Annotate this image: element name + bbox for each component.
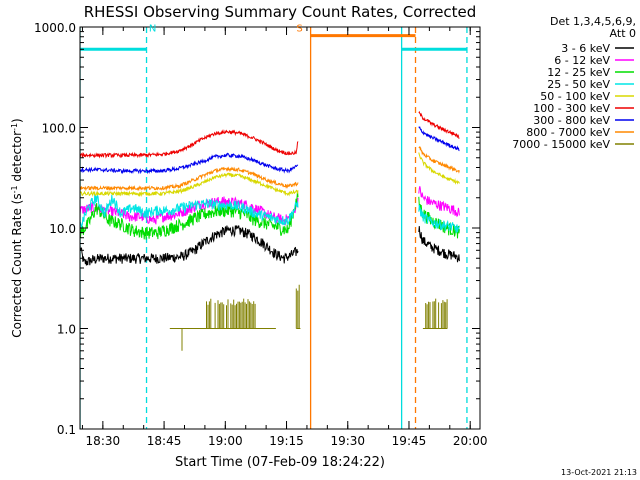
legend-label: 800 - 7000 keV bbox=[526, 126, 610, 139]
series-line bbox=[418, 186, 460, 218]
x-tick-label: 20:00 bbox=[453, 434, 488, 448]
timestamp: 13-Oct-2021 21:13 bbox=[561, 468, 637, 477]
plot-area bbox=[80, 27, 468, 429]
legend-label: 300 - 800 keV bbox=[533, 114, 610, 127]
legend-header: Det 1,3,4,5,6,9, bbox=[550, 15, 636, 28]
y-tick-label: 10.0 bbox=[49, 222, 76, 236]
y-tick-label: 1000.0 bbox=[34, 21, 76, 35]
series-50-100-kev bbox=[80, 152, 460, 198]
axes: 0.1 1.0 10.0 100.0 1000.0 18:30 18:45 19:00 19:1… bbox=[34, 21, 488, 448]
legend-label: 50 - 100 keV bbox=[540, 90, 610, 103]
series-800-7000-kev bbox=[80, 145, 460, 192]
series-line bbox=[418, 145, 460, 174]
x-axis-label: Start Time (07-Feb-09 18:24:22) bbox=[175, 455, 385, 470]
legend-label: 25 - 50 keV bbox=[547, 78, 610, 91]
series-100-300-kev bbox=[80, 110, 460, 159]
x-tick-label: 19:00 bbox=[208, 434, 243, 448]
series-line bbox=[80, 166, 299, 192]
series-line bbox=[418, 226, 460, 263]
chart-title: RHESSI Observing Summary Count Rates, Co… bbox=[84, 3, 477, 21]
series-line bbox=[80, 172, 299, 198]
legend-header: Att 0 bbox=[610, 27, 636, 40]
y-tick-label: 0.1 bbox=[57, 423, 76, 437]
legend-label: 12 - 25 keV bbox=[547, 66, 610, 79]
legend-label: 6 - 12 keV bbox=[554, 54, 610, 67]
x-tick-label: 18:30 bbox=[86, 434, 121, 448]
series-line bbox=[80, 152, 299, 175]
y-axis-label: Corrected Count Rate (s-1 detector-1) bbox=[10, 118, 25, 337]
legend-label: 100 - 300 keV bbox=[533, 102, 610, 115]
y-tick-label: 1.0 bbox=[57, 323, 76, 337]
series-line bbox=[80, 193, 299, 229]
y-tick-label: 100.0 bbox=[42, 122, 76, 136]
x-tick-label: 19:15 bbox=[269, 434, 304, 448]
series-line bbox=[80, 191, 299, 240]
series-line bbox=[80, 128, 299, 159]
legend-label: 3 - 6 keV bbox=[561, 42, 610, 55]
annotation-s: S bbox=[296, 24, 302, 35]
series-300-800-kev bbox=[80, 126, 460, 175]
legend-label: 7000 - 15000 keV bbox=[512, 138, 610, 151]
series-line bbox=[169, 284, 448, 351]
series-line bbox=[418, 152, 460, 185]
series-25-50-kev bbox=[80, 193, 460, 234]
series-3-6-kev bbox=[80, 225, 460, 266]
annotation-n: N bbox=[149, 24, 156, 35]
series-line bbox=[418, 196, 460, 239]
series-line bbox=[418, 204, 460, 234]
x-tick-label: 18:45 bbox=[147, 434, 182, 448]
series-12-25-kev bbox=[80, 191, 460, 240]
x-tick-label: 19:45 bbox=[392, 434, 427, 448]
series-line bbox=[80, 225, 299, 266]
x-tick-label: 19:30 bbox=[330, 434, 365, 448]
series-7000-15000-kev bbox=[169, 284, 448, 351]
series-line bbox=[418, 126, 460, 152]
series-line bbox=[418, 110, 460, 139]
